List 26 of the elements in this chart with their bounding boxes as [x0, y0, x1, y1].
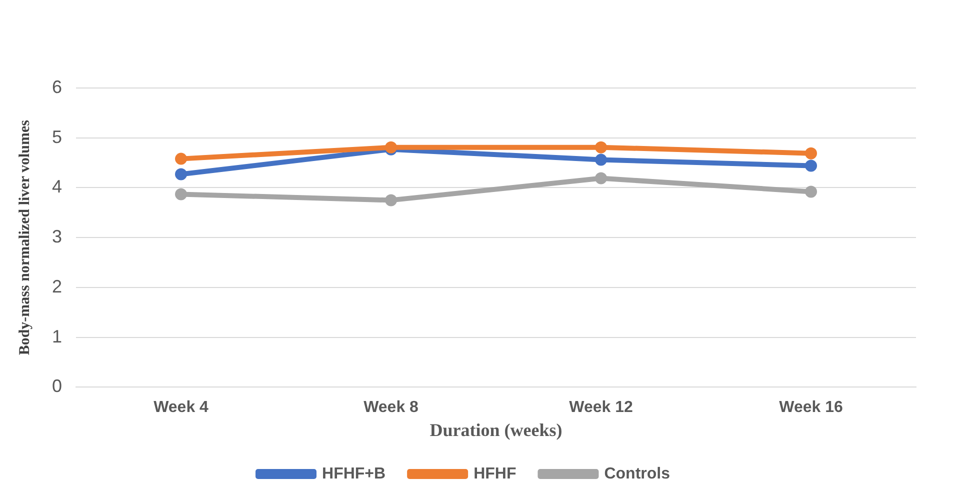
y-tick-label: 6	[52, 76, 62, 97]
x-tick-label: Week 8	[364, 399, 419, 416]
x-tick-label: Week 12	[569, 399, 633, 416]
point	[385, 194, 398, 206]
legend-label: HFHF	[474, 465, 516, 482]
point	[175, 188, 188, 200]
legend-label: HFHF+B	[322, 465, 386, 482]
point	[175, 152, 188, 165]
y-tick-label: 5	[52, 126, 62, 147]
y-tick-label: 2	[52, 276, 62, 296]
x-tick-label: Week 16	[779, 399, 843, 416]
x-tick-label: Week 4	[154, 399, 209, 416]
y-axis-title: Body-mass normalized liver volumes	[16, 120, 33, 356]
point	[595, 154, 608, 166]
legend-label: Controls	[604, 465, 670, 482]
point	[805, 186, 817, 198]
y-tick-label: 4	[52, 176, 62, 197]
point	[595, 172, 608, 184]
point	[595, 141, 608, 154]
point	[805, 160, 817, 172]
x-axis-title: Duration (weeks)	[430, 420, 562, 440]
y-tick-label: 3	[52, 226, 62, 247]
y-tick-label: 0	[52, 376, 62, 396]
y-tick-label: 1	[52, 326, 62, 346]
point	[805, 147, 817, 160]
point	[175, 168, 188, 180]
